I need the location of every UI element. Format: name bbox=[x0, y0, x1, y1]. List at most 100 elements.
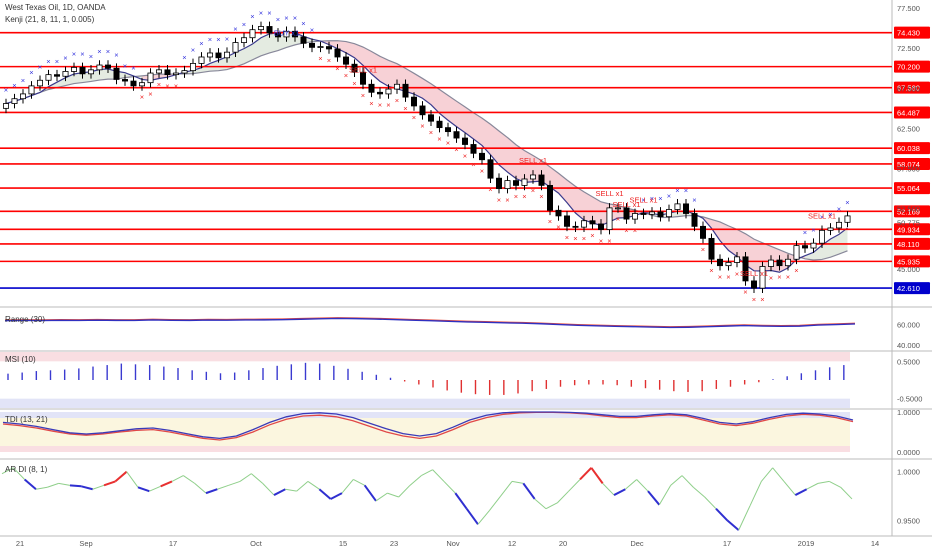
ma-cloud-segment bbox=[737, 229, 746, 266]
candle-body bbox=[776, 259, 783, 267]
candle-body bbox=[547, 185, 554, 211]
stop-marker: × bbox=[310, 26, 314, 35]
candle-body bbox=[419, 105, 426, 116]
stop-marker: × bbox=[182, 53, 186, 62]
level-price-badge bbox=[894, 182, 930, 195]
stop-marker: × bbox=[157, 80, 161, 89]
signal-label: SELL x1 bbox=[629, 195, 657, 204]
candle-body bbox=[393, 83, 400, 90]
stop-marker: × bbox=[497, 195, 501, 204]
candle-body bbox=[427, 114, 434, 122]
candle-body bbox=[359, 71, 366, 85]
stop-marker: × bbox=[191, 46, 195, 55]
ardi-segment bbox=[579, 467, 593, 481]
candle-body bbox=[513, 180, 520, 186]
candle-body bbox=[232, 42, 239, 53]
x-axis-label: 21 bbox=[16, 539, 24, 548]
x-axis-label: 12 bbox=[508, 539, 516, 548]
candle-body bbox=[266, 26, 273, 34]
candle-body bbox=[368, 83, 375, 93]
stop-marker: × bbox=[641, 196, 645, 205]
x-axis-label: 17 bbox=[723, 539, 731, 548]
candle-body bbox=[504, 180, 511, 190]
ardi-segment bbox=[590, 467, 604, 484]
msi-scale-label: 0.5000 bbox=[897, 357, 920, 366]
x-axis-label: Dec bbox=[630, 539, 644, 548]
level-price-label: 48.110 bbox=[897, 240, 919, 249]
stop-marker: × bbox=[514, 192, 518, 201]
stop-marker: × bbox=[12, 81, 16, 90]
ardi-segment bbox=[670, 475, 683, 486]
stop-marker: × bbox=[352, 79, 356, 88]
signal-label: SELL x1 bbox=[519, 156, 547, 165]
candle-body bbox=[819, 229, 826, 244]
candle-body bbox=[470, 144, 477, 154]
candle-body bbox=[88, 69, 95, 75]
candle-body bbox=[598, 223, 605, 230]
ardi-segment bbox=[681, 475, 694, 488]
stop-marker: × bbox=[216, 35, 220, 44]
level-price-badge bbox=[894, 26, 930, 39]
stop-marker: × bbox=[556, 223, 560, 232]
candle-body bbox=[147, 72, 154, 84]
candle-body bbox=[122, 79, 129, 82]
ardi-segment bbox=[772, 467, 785, 482]
stop-marker: × bbox=[327, 56, 331, 65]
candle-body bbox=[478, 152, 485, 161]
candle-body bbox=[240, 37, 247, 43]
msi-upper-zone bbox=[0, 352, 850, 362]
stop-marker: × bbox=[828, 210, 832, 219]
ardi-segment bbox=[296, 481, 309, 492]
stop-marker: × bbox=[539, 192, 543, 201]
level-price-label: 58.074 bbox=[897, 160, 920, 169]
stop-marker: × bbox=[480, 167, 484, 176]
ardi-segment bbox=[273, 488, 286, 496]
price-scale-label: 62.500 bbox=[897, 124, 920, 133]
stop-marker: × bbox=[684, 186, 688, 195]
level-price-label: 45.935 bbox=[897, 257, 920, 266]
stop-marker: × bbox=[4, 86, 8, 95]
stop-marker: × bbox=[335, 64, 339, 73]
stop-marker: × bbox=[743, 288, 747, 297]
ardi-segment bbox=[522, 482, 536, 500]
stop-marker: × bbox=[446, 138, 450, 147]
ardi-segment bbox=[12, 467, 26, 480]
stop-marker: × bbox=[675, 186, 679, 195]
level-price-label: 49.934 bbox=[897, 225, 920, 234]
ma-cloud-segment bbox=[99, 68, 108, 81]
stop-marker: × bbox=[709, 266, 713, 275]
stop-marker: × bbox=[820, 213, 824, 222]
candle-body bbox=[649, 211, 656, 215]
stop-marker: × bbox=[140, 93, 144, 102]
ardi-segment bbox=[330, 492, 343, 500]
stop-marker: × bbox=[505, 195, 509, 204]
stop-marker: × bbox=[454, 145, 458, 154]
stop-marker: × bbox=[369, 99, 373, 108]
candle-body bbox=[581, 220, 588, 228]
candle-body bbox=[708, 237, 715, 260]
ma-cloud-segment bbox=[337, 40, 346, 53]
ardi-segment bbox=[137, 486, 150, 493]
ardi-segment bbox=[760, 467, 774, 482]
level-price-label: 64.487 bbox=[897, 108, 920, 117]
stop-marker: × bbox=[522, 192, 526, 201]
candle-body bbox=[105, 64, 112, 69]
ardi-segment bbox=[715, 508, 729, 522]
range-indicator-title: Range (30) bbox=[5, 315, 46, 324]
ardi-segment bbox=[160, 480, 173, 488]
ardi-segment bbox=[625, 479, 637, 490]
tdi-lower-zone bbox=[0, 446, 850, 452]
ma-cloud-segment bbox=[74, 72, 83, 84]
stop-marker: × bbox=[692, 196, 696, 205]
ardi-segment bbox=[443, 481, 456, 494]
ardi-segment bbox=[477, 510, 490, 525]
candle-body bbox=[725, 262, 732, 267]
candle-body bbox=[827, 227, 834, 231]
stop-marker: × bbox=[624, 226, 628, 235]
fast-ma-line bbox=[5, 30, 848, 273]
stop-marker: × bbox=[318, 54, 322, 63]
ardi-segment bbox=[183, 475, 195, 484]
level-price-label: 67.580 bbox=[897, 84, 920, 93]
stop-marker: × bbox=[548, 217, 552, 226]
